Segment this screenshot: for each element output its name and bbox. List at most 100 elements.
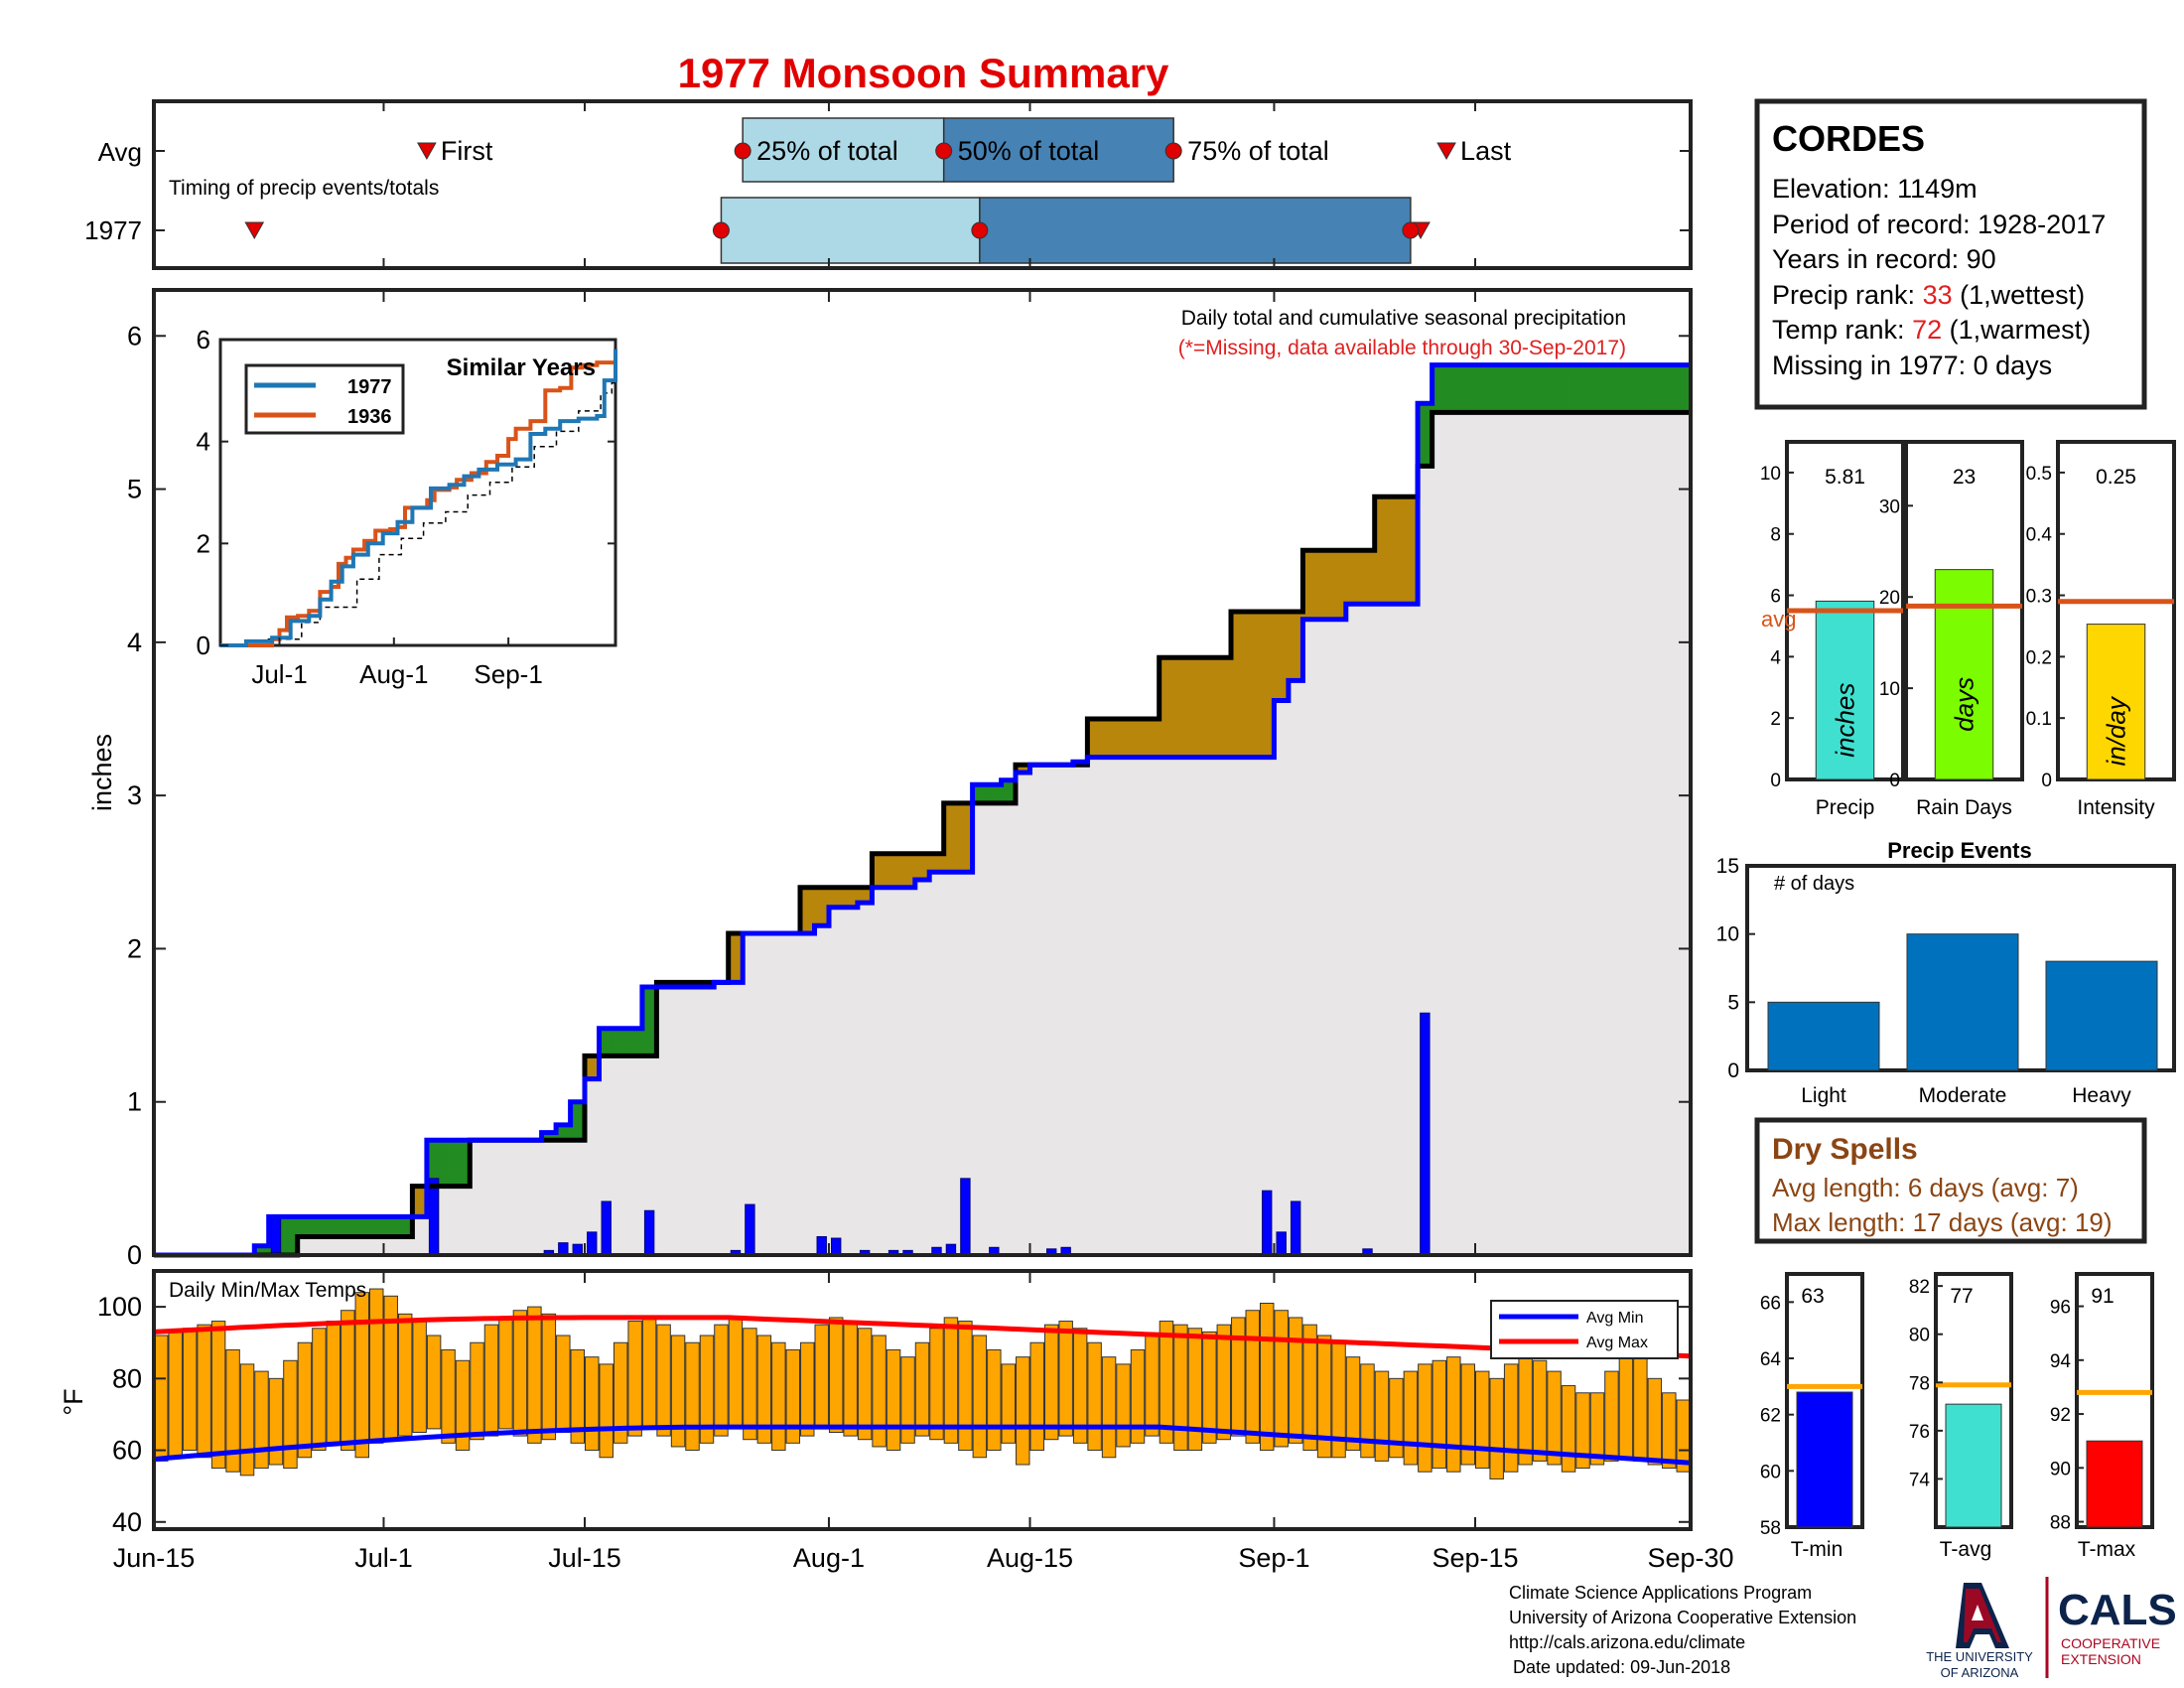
station-temp-rank: Temp rank: 72 (1,warmest) bbox=[1772, 315, 2091, 345]
events-category: Heavy bbox=[2072, 1084, 2131, 1107]
daily-temp-bar bbox=[1029, 1341, 1044, 1452]
cumulative-base-area bbox=[1087, 757, 1103, 1255]
cumulative-base-area bbox=[1633, 412, 1648, 1255]
above-average-area bbox=[341, 1216, 355, 1237]
above-average-area bbox=[613, 1028, 628, 1056]
date-tick-label: Sep-30 bbox=[1647, 1543, 1733, 1573]
temp-stat-ytick-label: 76 bbox=[1909, 1422, 1930, 1443]
cals-logo-line2: EXTENSION bbox=[2061, 1651, 2141, 1667]
cumulative-base-area bbox=[1360, 604, 1376, 1255]
below-average-area bbox=[1016, 765, 1030, 773]
similar-years-title: Similar Years bbox=[447, 354, 596, 381]
cumulative-base-area bbox=[1231, 757, 1246, 1255]
cumulative-base-area bbox=[958, 872, 974, 1255]
daily-temp-bar bbox=[1604, 1370, 1619, 1462]
temp-stat-ytick-label: 74 bbox=[1909, 1470, 1931, 1490]
above-average-area bbox=[541, 1132, 557, 1141]
cumulative-base-area bbox=[1575, 412, 1591, 1255]
date-tick-label: Aug-15 bbox=[987, 1543, 1073, 1573]
daily-temp-bar bbox=[656, 1324, 671, 1437]
above-average-area bbox=[1460, 364, 1476, 413]
daily-temp-bar bbox=[225, 1348, 240, 1473]
above-average-area bbox=[297, 1216, 313, 1237]
daily-temp-bar bbox=[182, 1328, 198, 1452]
temp-stat-ytick-label: 82 bbox=[1909, 1277, 1930, 1298]
cumulative-base-area bbox=[685, 987, 701, 1255]
temp-ytick-label: 60 bbox=[112, 1436, 142, 1466]
cumulative-base-area bbox=[771, 933, 786, 1255]
timing-row-avg-label: Avg bbox=[98, 137, 142, 167]
cumulative-base-area bbox=[699, 987, 715, 1255]
above-average-area bbox=[599, 1028, 614, 1056]
daily-temp-bar bbox=[1216, 1324, 1232, 1441]
daily-temp-bar bbox=[771, 1341, 786, 1452]
station-name: CORDES bbox=[1772, 118, 1925, 159]
y1977-cumulative-line bbox=[154, 362, 1691, 1258]
footer-program: Climate Science Applications Program bbox=[1509, 1583, 1812, 1603]
precip-missing-note: (*=Missing, data available through 30-Se… bbox=[1178, 337, 1626, 359]
cumulative-base-area bbox=[1173, 757, 1189, 1255]
date-axis: Jun-15 Jul-1 Jul-15 Aug-1 Aug-15 Sep-1 Sep-15 S… bbox=[113, 1543, 1734, 1573]
daily-temp-bar bbox=[326, 1321, 341, 1444]
precip-ytick-label: 5 bbox=[127, 475, 142, 504]
stat-ytick-label: 0 bbox=[1889, 771, 1900, 791]
daily-temp-bar bbox=[1489, 1377, 1504, 1479]
cals-logo-text: CALS bbox=[2058, 1586, 2177, 1634]
cumulative-base-area bbox=[1618, 412, 1634, 1255]
cumulative-base-area bbox=[613, 1055, 628, 1255]
below-average-area bbox=[1101, 719, 1117, 758]
ua-logo-line2: OF ARIZONA bbox=[1941, 1665, 2019, 1680]
cumulative-base-area bbox=[556, 1140, 571, 1255]
precip-note: Daily total and cumulative seasonal prec… bbox=[1181, 307, 1626, 330]
stat-avg-label: avg bbox=[1761, 607, 1796, 632]
below-average-area bbox=[800, 887, 815, 933]
above-average-area bbox=[1503, 364, 1519, 413]
daily-temp-bar bbox=[972, 1335, 988, 1459]
below-average-area bbox=[412, 1186, 428, 1217]
daily-temp-bar bbox=[699, 1335, 715, 1444]
below-average-area bbox=[1173, 657, 1189, 758]
cumulative-base-area bbox=[1116, 757, 1132, 1255]
cumulative-base-area bbox=[412, 1216, 428, 1255]
daily-temp-bar bbox=[627, 1321, 642, 1437]
cumulative-base-area bbox=[914, 880, 930, 1255]
precip-ytick-label: 1 bbox=[127, 1087, 142, 1117]
stat-ytick-label: 20 bbox=[1879, 588, 1900, 609]
avg-first-marker bbox=[417, 142, 437, 161]
y1977-q25-marker bbox=[712, 221, 730, 239]
daily-temp-bar bbox=[1633, 1356, 1648, 1462]
date-tick-label: Jul-1 bbox=[354, 1543, 413, 1573]
university-of-arizona-logo: THE UNIVERSITY OF ARIZONA bbox=[1926, 1583, 2033, 1680]
cumulative-base-area bbox=[1072, 765, 1088, 1255]
daily-temp-bar bbox=[1518, 1356, 1533, 1466]
daily-temp-bar bbox=[599, 1363, 614, 1459]
stat-rain-days: 23 days Rain Days 0 10 20 30 bbox=[1879, 440, 2024, 819]
cumulative-base-area bbox=[1001, 802, 1017, 1255]
above-average-area bbox=[1633, 364, 1648, 413]
daily-temp-bar bbox=[987, 1348, 1002, 1452]
above-average-area bbox=[1474, 364, 1490, 413]
daily-temp-bar bbox=[154, 1335, 169, 1462]
avg-q25-q50-bar bbox=[742, 117, 945, 183]
station-period: Period of record: 1928-2017 bbox=[1772, 210, 2106, 239]
avg-q25-marker bbox=[734, 142, 751, 160]
cumulative-base-area bbox=[1460, 412, 1476, 1255]
daily-temp-bar bbox=[613, 1341, 628, 1444]
station-elevation: Elevation: 1149m bbox=[1772, 174, 1978, 204]
daily-temp-bar bbox=[341, 1310, 355, 1452]
footer-url: http://cals.arizona.edu/climate bbox=[1509, 1632, 1745, 1652]
cumulative-base-area bbox=[1259, 757, 1275, 1255]
cumulative-base-area bbox=[1101, 757, 1117, 1255]
daily-temp-bar bbox=[728, 1317, 744, 1430]
date-tick-label: Jul-15 bbox=[548, 1543, 621, 1573]
above-average-area bbox=[556, 1124, 571, 1141]
temp-legend-min: Avg Min bbox=[1586, 1310, 1644, 1327]
events-title: Precip Events bbox=[1887, 838, 2032, 863]
stat-ytick-label: 10 bbox=[1760, 464, 1781, 485]
daily-precip-bar bbox=[1276, 1231, 1287, 1256]
above-average-area bbox=[326, 1216, 341, 1237]
temp-stat-label: T-max bbox=[2078, 1538, 2136, 1561]
cumulative-base-area bbox=[1029, 765, 1045, 1255]
precip-ytick-label: 3 bbox=[127, 780, 142, 810]
